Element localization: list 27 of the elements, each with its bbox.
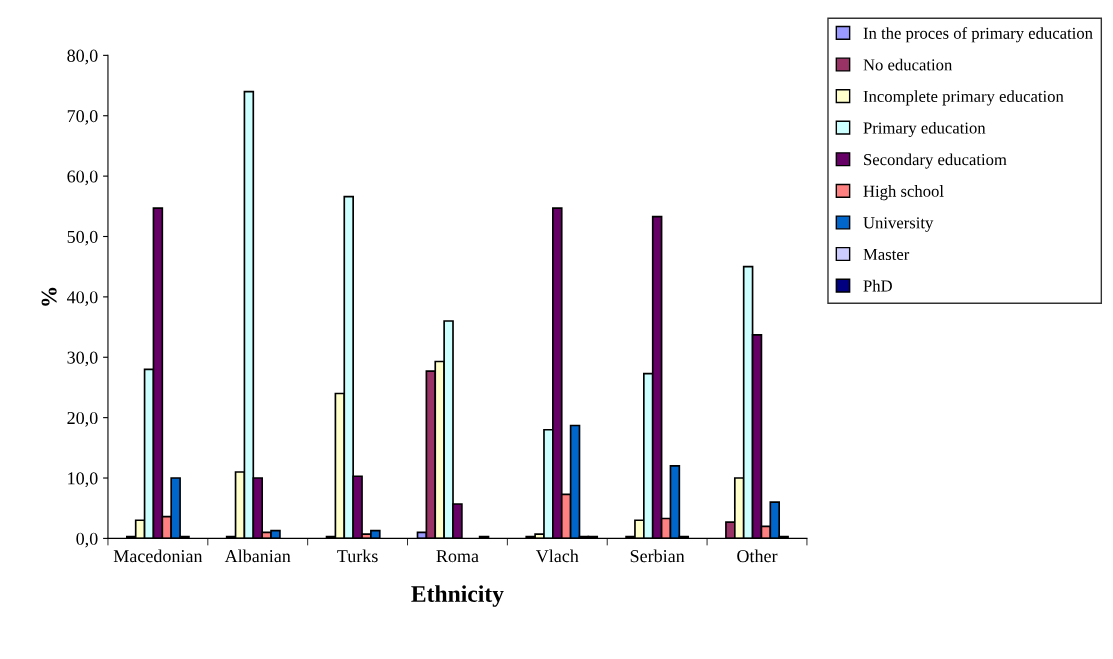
legend-label: Master: [863, 248, 910, 261]
x-tick-label: Turks: [337, 549, 378, 563]
x-tick-label: Vlach: [535, 549, 579, 563]
y-tick-label: 40,0: [66, 291, 98, 306]
legend-label: Primary education: [863, 121, 986, 138]
legend-label: In the proces of primary education: [863, 26, 1093, 43]
y-tick-label: 10,0: [68, 472, 98, 488]
y-tick-label: 50,0: [67, 230, 98, 246]
y-tick-label: 30,0: [67, 351, 98, 367]
x-tick-label: Serbian: [630, 549, 685, 563]
legend-label: PhD: [863, 279, 892, 292]
x-tick-label: Other: [737, 549, 778, 563]
legend-label: High school: [863, 185, 944, 201]
x-tick-label: Albanian: [224, 549, 291, 563]
legend-label: Incomplete primary education: [863, 90, 1064, 106]
legend-label: Secondary educatiom: [864, 153, 1007, 169]
y-tick-label: 20,0: [67, 411, 98, 427]
y-axis-title: %: [41, 287, 57, 306]
y-tick-label: 80,0: [67, 49, 98, 65]
x-tick-label: Roma: [436, 550, 479, 563]
legend-label: University: [863, 217, 934, 232]
x-tick-label: Macedonian: [113, 549, 203, 563]
x-axis-title: Ethnicity: [411, 585, 504, 607]
y-tick-label: 60,0: [67, 170, 98, 186]
y-tick-label: 0,0: [76, 532, 98, 548]
legend-label: No education: [863, 58, 953, 71]
y-tick-label: 70,0: [67, 109, 98, 125]
